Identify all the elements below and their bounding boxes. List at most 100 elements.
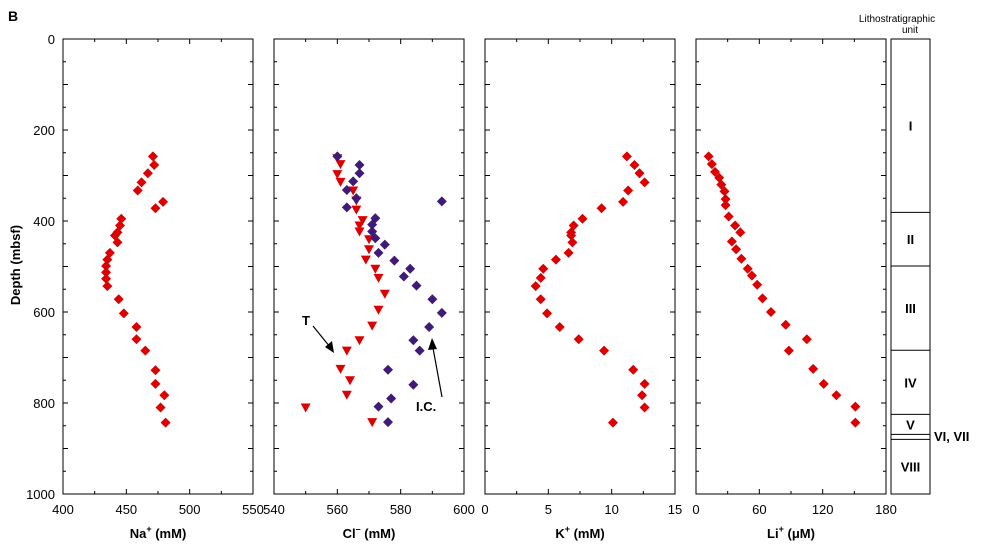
lith-title: Lithostratigraphic	[859, 14, 935, 25]
diamond-marker	[131, 334, 142, 345]
diamond-marker	[735, 227, 746, 238]
plot-frame	[273, 38, 465, 495]
diamond-marker	[746, 270, 757, 281]
x-tick-label: 5	[545, 502, 552, 517]
x-axis-label: Na+ (mM)	[130, 524, 187, 541]
diamond-marker	[158, 196, 169, 207]
annotation-T-arrow	[312, 325, 331, 348]
diamond-marker	[780, 319, 791, 330]
diamond-marker	[726, 236, 737, 247]
diamond-marker	[801, 334, 812, 345]
x-tick-label: 580	[390, 502, 412, 517]
diamond-marker	[757, 293, 768, 304]
diamond-marker	[408, 335, 419, 346]
lith-title-unit: unit	[902, 25, 918, 36]
diamond-marker	[850, 401, 861, 412]
lith-unit-label: III	[905, 301, 916, 316]
diamond-marker	[150, 365, 161, 376]
annotation-T: T	[302, 313, 310, 328]
diamond-marker	[720, 194, 731, 205]
y-tick-label: 200	[33, 123, 55, 138]
annotation-IC-arrow	[432, 347, 443, 398]
diamond-marker	[132, 185, 143, 196]
diamond-marker	[367, 219, 378, 230]
triangle-marker	[348, 186, 359, 196]
diamond-marker	[538, 263, 549, 274]
diamond-marker	[637, 390, 648, 401]
triangle-marker	[360, 255, 371, 265]
diamond-marker	[142, 168, 153, 179]
diamond-marker	[140, 345, 151, 356]
diamond-marker	[436, 307, 447, 318]
diamond-marker	[160, 417, 171, 428]
diamond-marker	[639, 402, 650, 413]
diamond-marker	[383, 417, 393, 428]
diamond-marker	[427, 294, 438, 305]
diamond-marker	[550, 254, 561, 265]
diamond-marker	[719, 186, 730, 197]
diamond-marker	[411, 280, 422, 291]
diamond-marker	[149, 160, 160, 171]
diamond-marker	[408, 379, 419, 390]
x-tick-label: 540	[263, 502, 285, 517]
diamond-marker	[577, 213, 588, 224]
triangle-marker	[367, 321, 378, 331]
x-axis-label: K+ (mM)	[555, 524, 604, 541]
diamond-marker	[351, 193, 362, 204]
diamond-marker	[618, 196, 629, 207]
triangle-marker	[354, 221, 365, 231]
diamond-marker	[150, 378, 161, 389]
triangle-marker	[354, 227, 365, 237]
triangle-marker	[335, 177, 346, 187]
annotation-IC: I.C.	[416, 399, 436, 414]
x-tick-label: 15	[668, 502, 682, 517]
diamond-marker	[332, 151, 343, 162]
diamond-marker	[554, 322, 565, 333]
diamond-marker	[116, 213, 127, 224]
triangle-marker	[354, 336, 365, 346]
diamond-marker	[596, 203, 607, 214]
y-axis-label: Depth (mbsf)	[8, 225, 23, 305]
diamond-marker	[808, 363, 819, 374]
diamond-marker	[850, 417, 861, 428]
diamond-marker	[730, 220, 741, 231]
lith-unit-label: IV	[904, 375, 917, 390]
diamond-marker	[703, 151, 714, 162]
diamond-marker	[607, 417, 618, 428]
annotation-IC-arrowhead	[428, 338, 437, 350]
x-tick-label: 500	[179, 502, 201, 517]
diamond-marker	[398, 271, 409, 282]
triangle-marker	[351, 205, 362, 215]
y-tick-label: 800	[33, 396, 55, 411]
y-tick-label: 600	[33, 305, 55, 320]
x-tick-label: 0	[481, 502, 488, 517]
diamond-marker	[436, 196, 447, 207]
diamond-marker	[150, 203, 161, 214]
diamond-marker	[386, 393, 397, 404]
diamond-marker	[599, 345, 610, 356]
diamond-marker	[783, 345, 794, 356]
diamond-marker	[101, 267, 112, 278]
x-tick-label: 120	[812, 502, 834, 517]
diamond-marker	[542, 308, 553, 319]
diamond-marker	[736, 253, 747, 264]
diamond-marker	[102, 281, 113, 292]
diamond-marker	[155, 402, 166, 413]
triangle-marker	[379, 289, 390, 299]
diamond-marker	[563, 247, 574, 258]
triangle-marker	[345, 376, 355, 386]
diamond-marker	[379, 239, 390, 250]
diamond-marker	[623, 185, 634, 196]
triangle-marker	[335, 364, 346, 374]
diamond-marker	[634, 168, 645, 179]
y-tick-label: 400	[33, 214, 55, 229]
triangle-marker	[370, 264, 381, 274]
diamond-marker	[765, 307, 776, 317]
diamond-marker	[629, 160, 640, 171]
triangle-marker	[373, 305, 384, 315]
diamond-marker	[424, 322, 435, 333]
x-tick-label: 550	[242, 502, 264, 517]
y-tick-label: 0	[48, 32, 55, 47]
diamond-marker	[101, 261, 112, 272]
diamond-marker	[720, 200, 731, 211]
